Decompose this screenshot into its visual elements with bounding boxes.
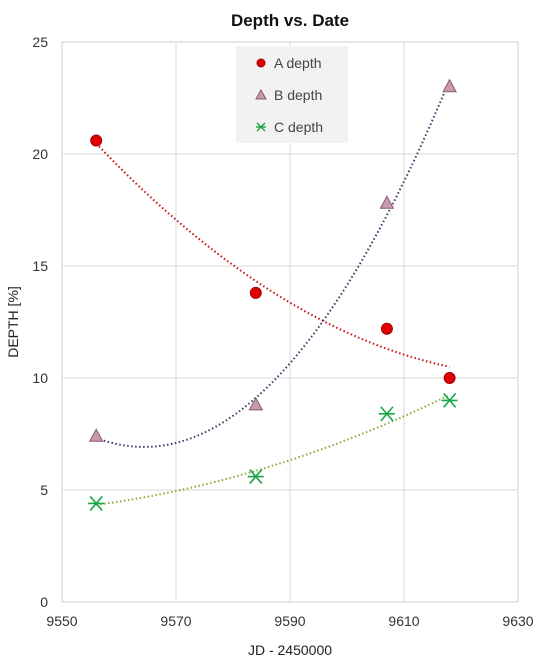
data-point <box>442 78 457 93</box>
x-tick-label: 9630 <box>502 613 533 629</box>
y-tick-label: 15 <box>32 258 48 274</box>
x-tick-label: 9610 <box>388 613 419 629</box>
legend-marker <box>256 122 266 132</box>
star-stroke <box>249 469 263 485</box>
y-axis-ticks: 0 5 10 15 20 25 <box>32 34 48 610</box>
legend: A depth B depth C depth <box>236 46 348 143</box>
data-markers <box>88 78 458 511</box>
y-axis-label: DEPTH [%] <box>5 286 21 358</box>
chart-title: Depth vs. Date <box>231 11 349 30</box>
y-tick-label: 0 <box>40 594 48 610</box>
data-point <box>247 469 264 485</box>
trend-line-3 <box>96 394 451 506</box>
legend-entry-3: C depth <box>256 119 323 135</box>
y-tick-label: 10 <box>32 370 48 386</box>
x-axis-ticks: 9550 9570 9590 9610 9630 <box>46 613 533 629</box>
data-point <box>249 286 262 299</box>
legend-label: C depth <box>274 119 323 135</box>
data-point <box>90 134 103 147</box>
trend-line-1 <box>95 142 450 368</box>
data-point <box>378 406 395 422</box>
x-tick-label: 9550 <box>46 613 77 629</box>
x-axis-label: JD - 2450000 <box>248 642 332 658</box>
data-point <box>443 372 456 384</box>
plot-area <box>61 41 519 603</box>
x-tick-label: 9590 <box>274 613 305 629</box>
data-point <box>88 495 105 511</box>
star-stroke <box>89 495 103 511</box>
x-tick-label: 9570 <box>160 613 191 629</box>
star-stroke <box>380 406 394 422</box>
legend-marker <box>255 88 267 100</box>
data-point <box>380 322 393 335</box>
legend-entry-1: A depth <box>256 55 322 71</box>
legend-label: A depth <box>274 55 322 71</box>
legend-box <box>236 46 348 143</box>
y-tick-label: 25 <box>32 34 48 50</box>
star-stroke <box>442 392 457 408</box>
legend-label: B depth <box>274 87 322 103</box>
y-tick-label: 20 <box>32 146 48 162</box>
data-point <box>88 428 104 442</box>
trend-lines <box>95 79 451 506</box>
data-point <box>248 396 264 411</box>
star-stroke <box>256 122 266 132</box>
trend-line-2 <box>95 79 451 448</box>
legend-entry-2: B depth <box>255 87 322 103</box>
data-point <box>379 195 395 209</box>
data-point <box>441 392 458 408</box>
y-tick-label: 5 <box>40 482 48 498</box>
legend-marker <box>256 58 266 68</box>
